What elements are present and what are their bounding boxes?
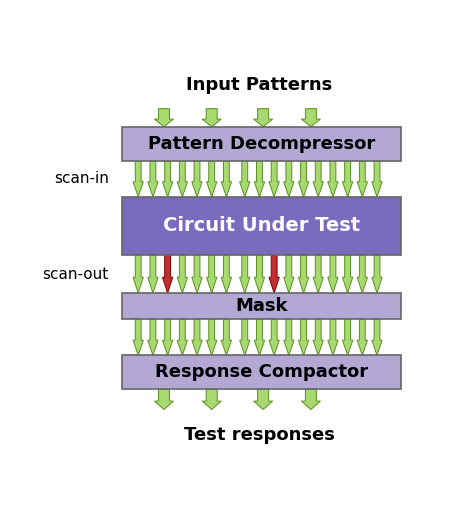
FancyBboxPatch shape xyxy=(122,355,401,390)
FancyArrow shape xyxy=(221,161,231,197)
FancyArrow shape xyxy=(313,161,323,197)
FancyArrow shape xyxy=(301,109,320,127)
Text: Circuit Under Test: Circuit Under Test xyxy=(163,217,360,235)
FancyArrow shape xyxy=(269,161,279,197)
Text: Input Patterns: Input Patterns xyxy=(186,76,333,94)
FancyArrow shape xyxy=(148,255,158,293)
FancyArrow shape xyxy=(299,161,309,197)
FancyArrow shape xyxy=(221,255,231,293)
FancyArrow shape xyxy=(221,319,231,355)
FancyArrow shape xyxy=(207,161,217,197)
FancyArrow shape xyxy=(284,255,294,293)
FancyArrow shape xyxy=(163,255,173,293)
FancyArrow shape xyxy=(192,319,202,355)
Text: scan-in: scan-in xyxy=(54,171,109,187)
FancyArrow shape xyxy=(299,319,309,355)
FancyArrow shape xyxy=(177,161,187,197)
FancyArrow shape xyxy=(269,255,279,293)
FancyArrow shape xyxy=(207,255,217,293)
Text: scan-out: scan-out xyxy=(43,267,109,282)
FancyBboxPatch shape xyxy=(122,197,401,255)
FancyArrow shape xyxy=(255,319,264,355)
FancyArrow shape xyxy=(299,255,309,293)
FancyArrow shape xyxy=(255,255,264,293)
FancyArrow shape xyxy=(284,319,294,355)
FancyArrow shape xyxy=(192,255,202,293)
FancyArrow shape xyxy=(177,319,187,355)
FancyArrow shape xyxy=(372,255,382,293)
FancyArrow shape xyxy=(301,390,320,410)
FancyArrow shape xyxy=(240,255,250,293)
FancyArrow shape xyxy=(133,319,143,355)
FancyArrow shape xyxy=(240,319,250,355)
FancyArrow shape xyxy=(202,109,221,127)
FancyArrow shape xyxy=(155,109,173,127)
FancyArrow shape xyxy=(177,255,187,293)
Text: Response Compactor: Response Compactor xyxy=(155,364,368,381)
FancyArrow shape xyxy=(240,161,250,197)
FancyArrow shape xyxy=(255,161,264,197)
FancyArrow shape xyxy=(357,319,367,355)
FancyArrow shape xyxy=(343,161,353,197)
Text: Test responses: Test responses xyxy=(184,426,335,444)
Text: Mask: Mask xyxy=(235,297,288,315)
FancyArrow shape xyxy=(148,319,158,355)
FancyArrow shape xyxy=(254,109,273,127)
FancyArrow shape xyxy=(328,319,338,355)
FancyArrow shape xyxy=(372,319,382,355)
FancyArrow shape xyxy=(343,255,353,293)
FancyBboxPatch shape xyxy=(122,127,401,161)
FancyArrow shape xyxy=(328,255,338,293)
FancyArrow shape xyxy=(148,161,158,197)
FancyArrow shape xyxy=(313,255,323,293)
FancyArrow shape xyxy=(284,161,294,197)
FancyArrow shape xyxy=(163,161,173,197)
FancyArrow shape xyxy=(207,319,217,355)
FancyBboxPatch shape xyxy=(122,293,401,319)
Text: Pattern Decompressor: Pattern Decompressor xyxy=(148,135,375,153)
FancyArrow shape xyxy=(357,161,367,197)
FancyArrow shape xyxy=(328,161,338,197)
FancyArrow shape xyxy=(357,255,367,293)
FancyArrow shape xyxy=(163,319,173,355)
FancyArrow shape xyxy=(372,161,382,197)
FancyArrow shape xyxy=(192,161,202,197)
FancyArrow shape xyxy=(254,390,273,410)
FancyArrow shape xyxy=(343,319,353,355)
FancyArrow shape xyxy=(269,319,279,355)
FancyArrow shape xyxy=(155,390,173,410)
FancyArrow shape xyxy=(313,319,323,355)
FancyArrow shape xyxy=(202,390,221,410)
FancyArrow shape xyxy=(133,161,143,197)
FancyArrow shape xyxy=(133,255,143,293)
